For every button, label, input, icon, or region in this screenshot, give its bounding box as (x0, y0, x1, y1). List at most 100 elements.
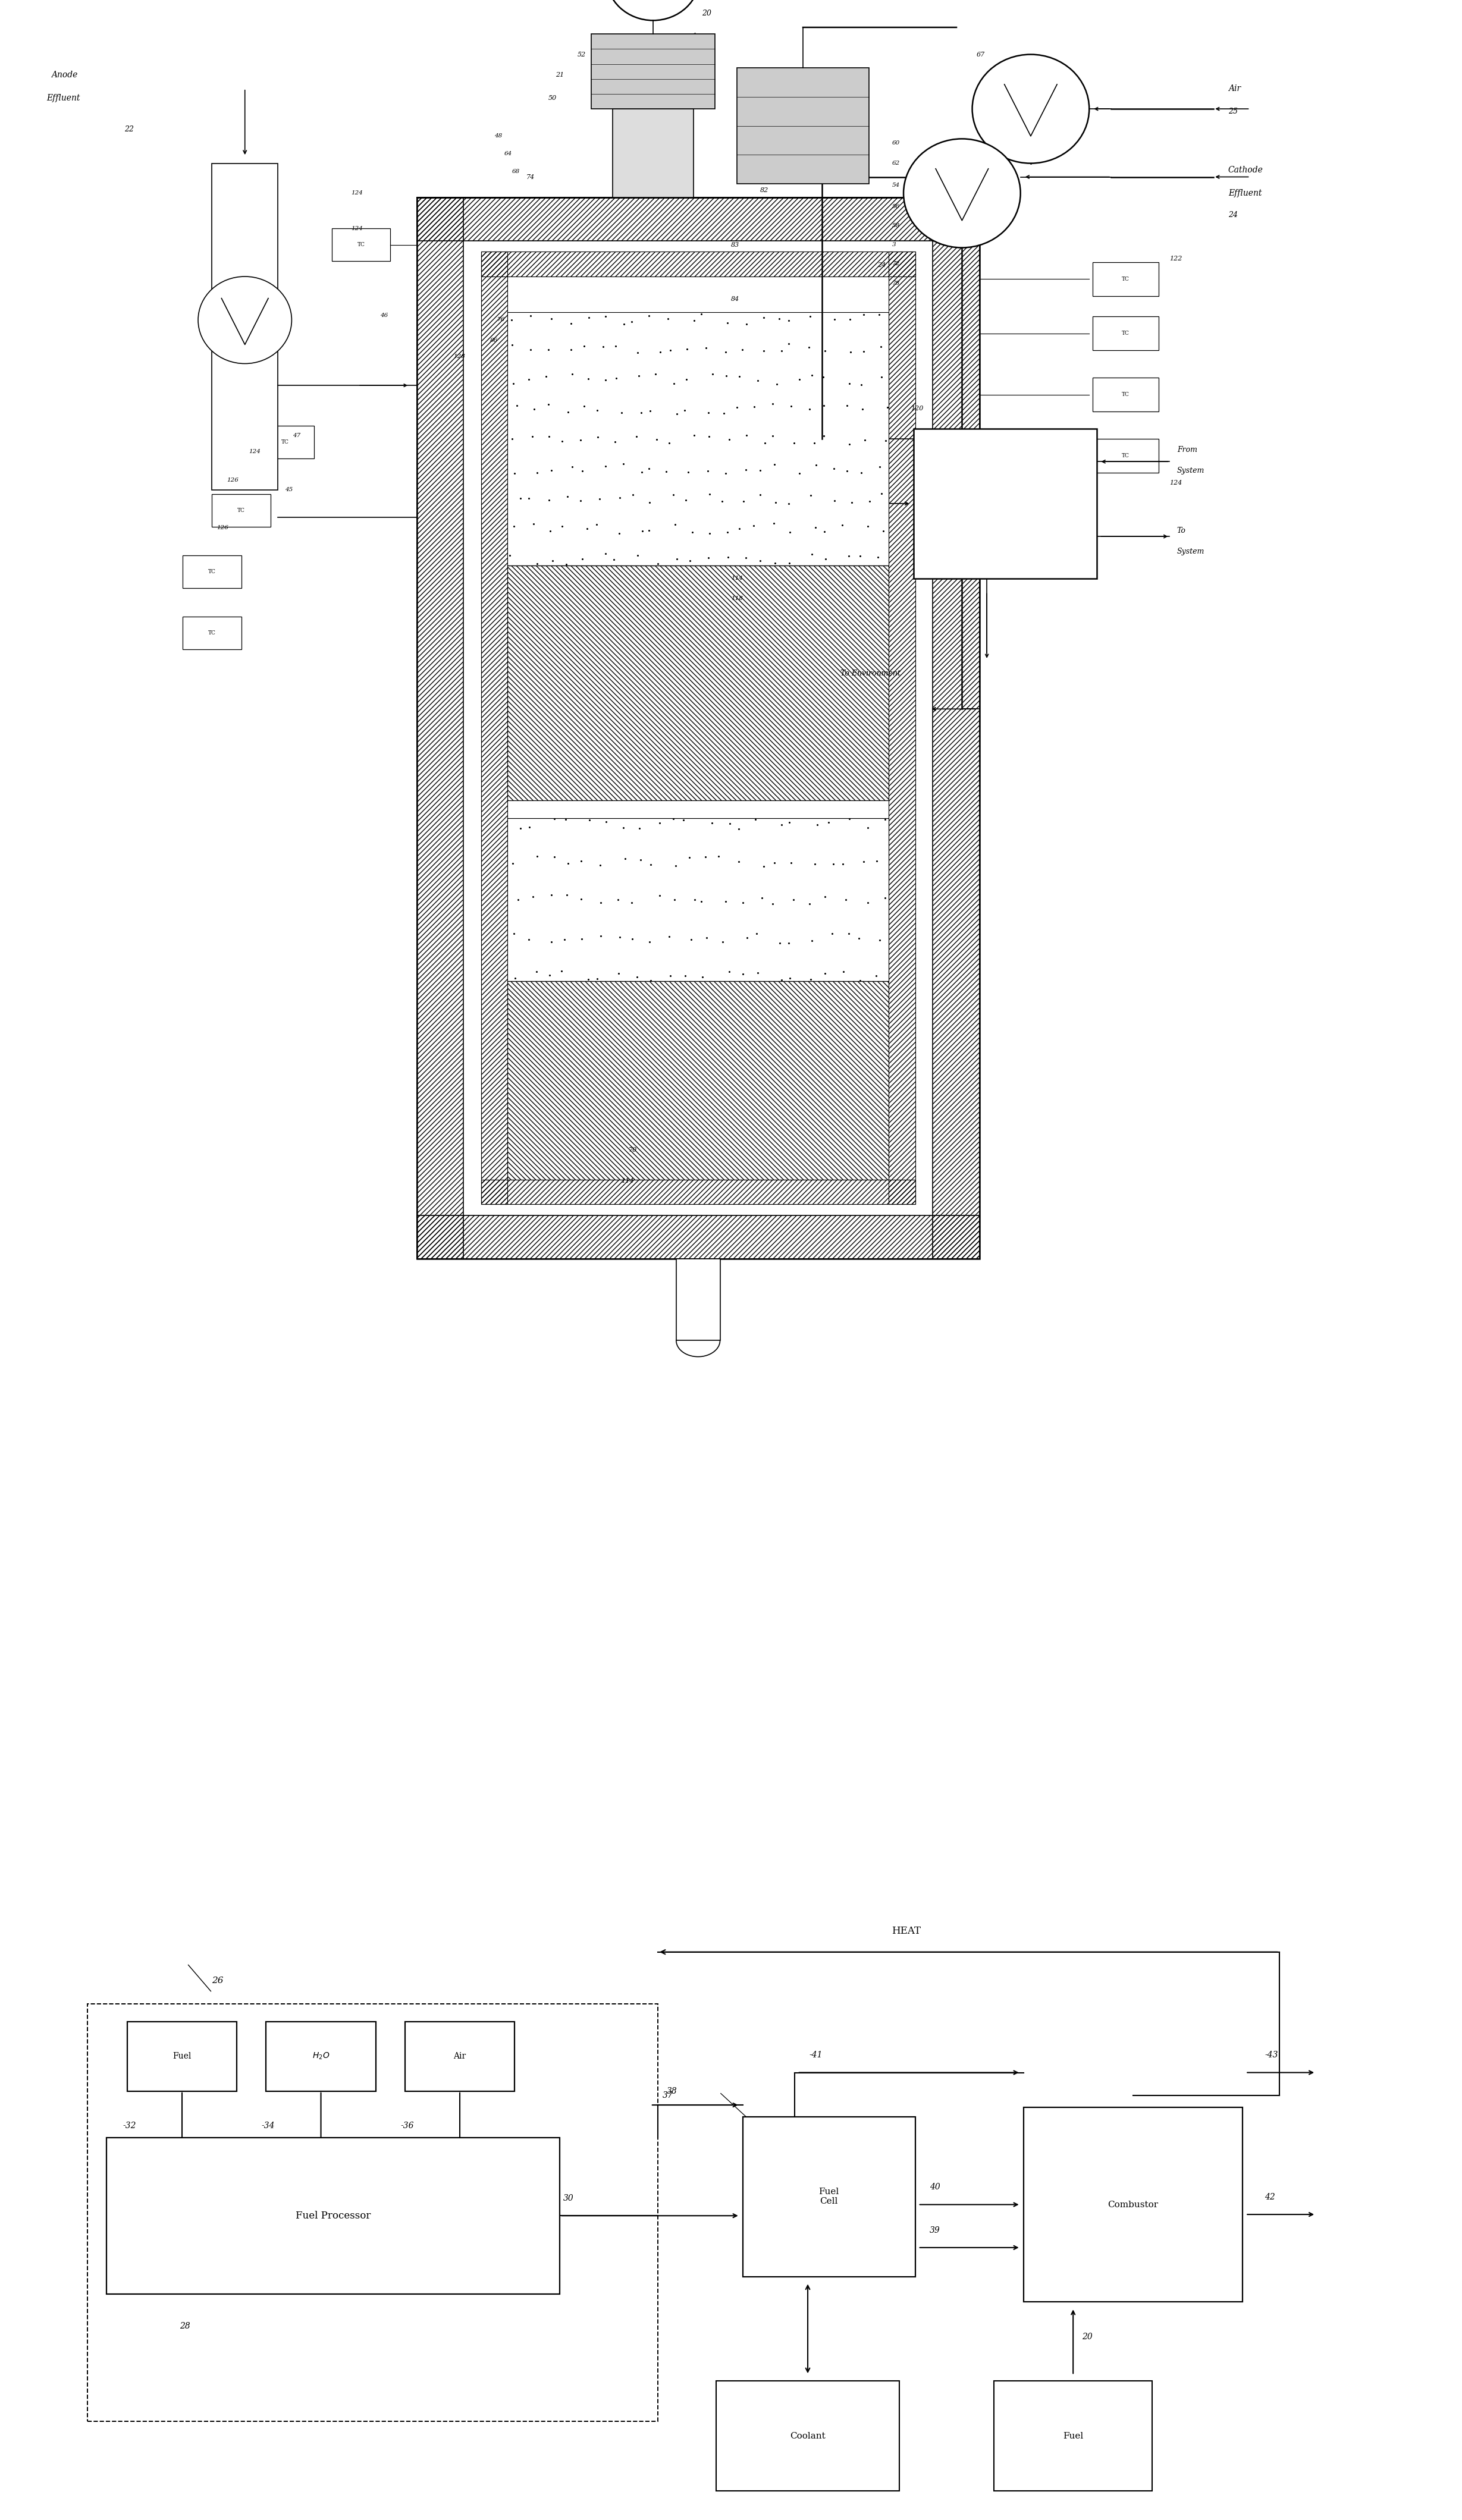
Text: 48: 48 (494, 134, 501, 139)
Text: 94: 94 (731, 454, 738, 459)
Bar (212, 164, 278, 489)
Bar (1092, 262, 1158, 295)
Text: 24: 24 (877, 262, 886, 267)
Text: 124: 124 (351, 192, 363, 197)
Text: 86: 86 (490, 338, 497, 343)
Bar (417, 197, 980, 242)
Bar (481, 1179, 915, 1205)
Bar (507, 980, 889, 1179)
Text: TC: TC (208, 630, 216, 635)
Bar (994, 2381, 1152, 2490)
Text: 114: 114 (621, 1179, 635, 1184)
Text: 60: 60 (892, 141, 899, 146)
Text: HEAT: HEAT (892, 1925, 921, 1935)
Text: 92: 92 (731, 413, 738, 418)
Bar (481, 252, 507, 1205)
Text: 118: 118 (731, 532, 743, 537)
Text: Fuel
Cell: Fuel Cell (819, 2187, 839, 2205)
Text: TC: TC (208, 570, 216, 575)
Text: TC: TC (357, 242, 366, 247)
Text: 74: 74 (526, 174, 535, 179)
Bar (212, 494, 270, 527)
Bar (507, 980, 889, 1179)
Text: 120: 120 (911, 406, 924, 411)
Text: System: System (1177, 466, 1205, 474)
Text: 100: 100 (731, 474, 743, 479)
Text: 37: 37 (662, 2092, 673, 2099)
Bar (266, 2021, 376, 2092)
Text: 54: 54 (892, 181, 899, 189)
Bar (1092, 438, 1158, 474)
Bar (507, 312, 889, 564)
Text: 104: 104 (673, 554, 686, 562)
Bar (107, 2137, 560, 2293)
Bar (332, 229, 390, 262)
Text: Anode: Anode (51, 71, 77, 78)
Bar (417, 1215, 980, 1257)
Bar (417, 197, 463, 1257)
Text: 128: 128 (453, 353, 465, 360)
Text: 72: 72 (892, 262, 899, 267)
Bar (933, 197, 980, 1257)
Text: 26: 26 (212, 1976, 224, 1986)
Text: 20: 20 (1082, 2334, 1092, 2341)
Bar (889, 252, 915, 1205)
Bar (675, 1257, 719, 1341)
Text: Fuel: Fuel (1063, 2432, 1083, 2439)
Text: TC: TC (1121, 393, 1130, 398)
Text: Effluent: Effluent (47, 93, 80, 103)
Text: Combustor: Combustor (1108, 2200, 1158, 2210)
Bar (914, 428, 1096, 580)
Text: -34: -34 (262, 2122, 275, 2129)
Text: Air: Air (1228, 83, 1241, 93)
Bar (88, 2003, 658, 2422)
Text: 45: 45 (285, 486, 292, 491)
Text: 30: 30 (563, 2195, 573, 2202)
Bar (417, 197, 980, 1257)
Text: 91: 91 (731, 323, 740, 330)
Text: 82: 82 (760, 186, 769, 194)
Text: 90: 90 (731, 348, 740, 353)
Text: System: System (1177, 547, 1205, 554)
Bar (481, 252, 915, 277)
Text: 66: 66 (731, 433, 738, 438)
Text: TC: TC (237, 507, 246, 514)
Text: 50: 50 (548, 96, 557, 101)
Bar (417, 197, 980, 242)
Bar (716, 2381, 899, 2490)
Text: 98: 98 (556, 554, 564, 562)
Text: -41: -41 (808, 2051, 823, 2059)
Text: To Environment: To Environment (841, 670, 901, 678)
Text: 116: 116 (731, 514, 743, 519)
Bar (481, 1179, 915, 1205)
Text: -36: -36 (401, 2122, 414, 2129)
Text: 21: 21 (556, 73, 564, 78)
Bar (933, 197, 980, 1257)
Text: 20: 20 (702, 10, 712, 18)
Text: 64: 64 (504, 151, 512, 156)
Text: To: To (1177, 527, 1186, 534)
Text: -32: -32 (123, 2122, 136, 2129)
Text: -43: -43 (1265, 2051, 1278, 2059)
Text: 47: 47 (292, 433, 300, 438)
Bar (889, 252, 915, 1205)
Text: 22: 22 (124, 126, 135, 134)
Text: Air: Air (453, 2051, 466, 2061)
Bar (507, 819, 889, 980)
Text: 1: 1 (692, 33, 696, 40)
Text: 24: 24 (1228, 212, 1238, 219)
Bar (183, 617, 241, 650)
Text: 124: 124 (1170, 481, 1183, 486)
Text: 3: 3 (892, 242, 896, 247)
Bar (256, 426, 314, 459)
Bar (481, 252, 507, 1205)
Text: 122: 122 (1170, 255, 1183, 262)
Text: Fuel Processor: Fuel Processor (295, 2210, 371, 2220)
Text: 67: 67 (977, 50, 985, 58)
Text: 44: 44 (760, 365, 769, 370)
Text: Heat
Exchanger: Heat Exchanger (985, 494, 1025, 512)
Text: 78: 78 (892, 280, 899, 285)
Text: TC: TC (1121, 330, 1130, 335)
Text: 84: 84 (731, 297, 740, 302)
Circle shape (904, 139, 1020, 247)
